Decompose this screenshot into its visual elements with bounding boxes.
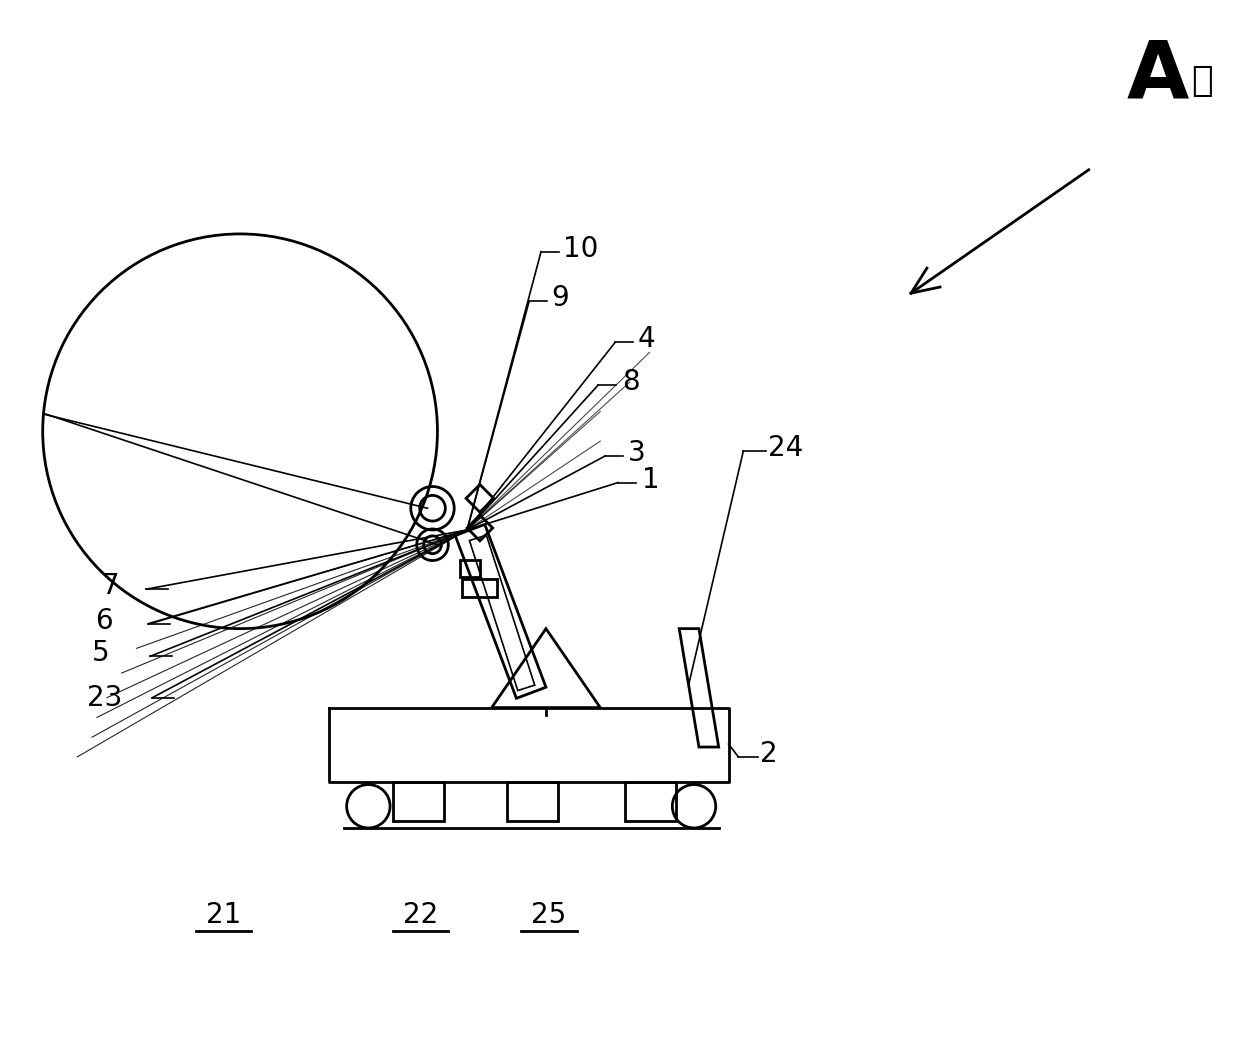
Text: 23: 23 (87, 683, 123, 712)
Text: 25: 25 (531, 900, 567, 929)
Text: 6: 6 (95, 607, 113, 635)
Text: 2: 2 (760, 740, 777, 768)
Text: 24: 24 (768, 434, 804, 462)
Bar (393, 781, 444, 821)
Text: 21: 21 (206, 900, 241, 929)
Bar (506, 781, 558, 821)
Text: 4: 4 (637, 325, 656, 354)
Text: A: A (1127, 37, 1189, 115)
Text: 9: 9 (551, 284, 569, 312)
Text: 8: 8 (622, 367, 640, 396)
Text: 1: 1 (642, 465, 660, 494)
Bar (625, 781, 676, 821)
Text: 22: 22 (403, 900, 438, 929)
Text: 向: 向 (1192, 64, 1213, 98)
Text: 5: 5 (92, 639, 109, 668)
Text: 7: 7 (102, 572, 119, 600)
Text: 3: 3 (627, 439, 646, 466)
Text: 10: 10 (563, 235, 598, 262)
